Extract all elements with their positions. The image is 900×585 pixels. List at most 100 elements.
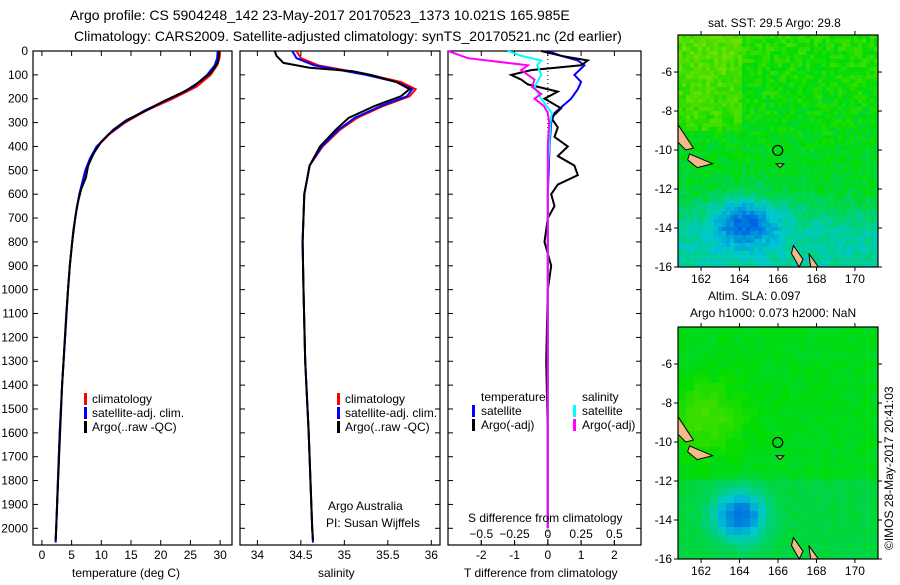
map-cell bbox=[866, 143, 870, 147]
map-cell bbox=[766, 231, 770, 235]
map-cell bbox=[758, 343, 766, 351]
map-cell bbox=[718, 47, 722, 51]
map-cell bbox=[790, 123, 794, 127]
map-cell bbox=[782, 107, 786, 111]
map-cell bbox=[810, 215, 814, 219]
map-cell bbox=[742, 215, 746, 219]
map-cell bbox=[842, 67, 846, 71]
map-cell bbox=[774, 59, 778, 63]
map-cell bbox=[690, 91, 694, 95]
map-cell bbox=[846, 67, 850, 71]
x-tick-label: 34.5 bbox=[289, 548, 313, 562]
map-cell bbox=[734, 111, 738, 115]
map-cell bbox=[834, 135, 838, 139]
map-cell bbox=[818, 179, 822, 183]
map-cell bbox=[726, 151, 730, 155]
map-cell bbox=[782, 95, 786, 99]
map-cell bbox=[770, 51, 774, 55]
map-cell bbox=[766, 159, 770, 163]
map-cell bbox=[758, 63, 762, 67]
map-cell bbox=[742, 195, 746, 199]
map-cell bbox=[814, 163, 818, 167]
map-cell bbox=[798, 227, 802, 231]
map-cell bbox=[766, 191, 770, 195]
map-cell bbox=[734, 135, 738, 139]
map-cell bbox=[730, 255, 734, 259]
map-cell bbox=[858, 107, 862, 111]
map-cell bbox=[778, 83, 782, 87]
map-cell bbox=[802, 167, 806, 171]
map-cell bbox=[798, 215, 802, 219]
map-cell bbox=[850, 151, 854, 155]
map-cell bbox=[814, 495, 822, 503]
map-cell bbox=[726, 183, 730, 187]
map-cell bbox=[734, 39, 738, 43]
map-cell bbox=[818, 243, 822, 247]
map-cell bbox=[858, 175, 862, 179]
map-cell bbox=[814, 551, 822, 559]
map-cell bbox=[818, 159, 822, 163]
map-cell bbox=[854, 231, 858, 235]
x-tick-label: -2 bbox=[476, 548, 487, 562]
map-cell bbox=[726, 551, 734, 559]
map-cell bbox=[710, 351, 718, 359]
map-cell bbox=[726, 431, 734, 439]
map-cell bbox=[806, 95, 810, 99]
map-cell bbox=[838, 151, 842, 155]
map-cell bbox=[814, 59, 818, 63]
map-cell bbox=[850, 251, 854, 255]
map-cell bbox=[702, 207, 706, 211]
map-cell bbox=[734, 119, 738, 123]
s-diff-xlabel: S difference from climatology bbox=[468, 511, 623, 525]
map-cell bbox=[750, 243, 754, 247]
map-cell bbox=[874, 79, 878, 83]
map-cell bbox=[694, 95, 698, 99]
map-cell bbox=[686, 107, 690, 111]
map-cell bbox=[790, 439, 798, 447]
map-cell bbox=[798, 235, 802, 239]
map-cell bbox=[798, 87, 802, 91]
map-cell bbox=[678, 415, 686, 423]
map-cell bbox=[802, 175, 806, 179]
map-cell bbox=[690, 147, 694, 151]
map-cell bbox=[742, 479, 750, 487]
map-cell bbox=[698, 255, 702, 259]
map-cell bbox=[834, 67, 838, 71]
map-cell bbox=[710, 151, 714, 155]
map-cell bbox=[806, 159, 810, 163]
map-cell bbox=[754, 59, 758, 63]
map-cell bbox=[834, 59, 838, 63]
map-cell bbox=[742, 223, 746, 227]
map-cell bbox=[718, 115, 722, 119]
map-cell bbox=[870, 119, 874, 123]
y-tick-label: -12 bbox=[655, 182, 673, 196]
map-cell bbox=[774, 71, 778, 75]
map-cell bbox=[874, 231, 878, 235]
map-cell bbox=[738, 231, 742, 235]
map-cell bbox=[682, 51, 686, 55]
map-cell bbox=[858, 75, 862, 79]
map-cell bbox=[830, 219, 834, 223]
map-cell bbox=[802, 199, 806, 203]
map-cell bbox=[790, 95, 794, 99]
map-cell bbox=[826, 107, 830, 111]
y-tick-label: 1800 bbox=[1, 474, 28, 488]
map-cell bbox=[694, 335, 702, 343]
map-cell bbox=[806, 55, 810, 59]
map-cell bbox=[690, 111, 694, 115]
map-cell bbox=[734, 47, 738, 51]
map-cell bbox=[854, 383, 862, 391]
map-cell bbox=[854, 135, 858, 139]
map-cell bbox=[850, 163, 854, 167]
map-cell bbox=[806, 239, 810, 243]
map-cell bbox=[746, 47, 750, 51]
map-cell bbox=[786, 115, 790, 119]
map-cell bbox=[862, 391, 870, 399]
map-cell bbox=[714, 95, 718, 99]
map-cell bbox=[726, 87, 730, 91]
map-cell bbox=[874, 67, 878, 71]
map-cell bbox=[766, 147, 770, 151]
map-cell bbox=[782, 407, 790, 415]
map-cell bbox=[782, 199, 786, 203]
map-cell bbox=[750, 95, 754, 99]
